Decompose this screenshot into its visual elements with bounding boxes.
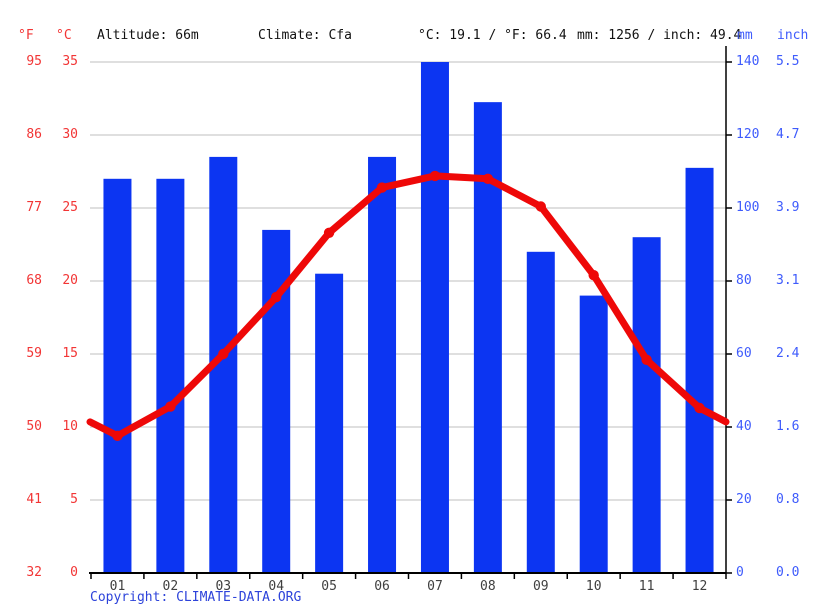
precipitation-bar: [473, 102, 502, 574]
mm-tick-label: 120: [736, 127, 760, 142]
temperature-point: [112, 430, 123, 441]
temperature-point: [641, 354, 652, 365]
mm-tick-label: 0: [736, 565, 744, 580]
month-label: 10: [585, 579, 602, 594]
fahrenheit-tick-label: 68: [26, 273, 42, 288]
mm-tick-label: 140: [736, 54, 760, 69]
mm-tick-label: 20: [736, 492, 752, 507]
mm-tick-label: 60: [736, 346, 752, 361]
fahrenheit-tick-label: 95: [26, 54, 42, 69]
month-label: 11: [638, 579, 655, 594]
celsius-tick-label: 25: [62, 200, 78, 215]
fahrenheit-unit-label: °F: [18, 28, 34, 43]
inch-tick-label: 0.0: [776, 565, 800, 580]
month-label: 06: [374, 579, 390, 594]
celsius-tick-label: 0: [70, 565, 78, 580]
temperature-point: [535, 201, 546, 212]
climate-class-label: Climate: Cfa: [258, 28, 352, 43]
month-label: 05: [321, 579, 337, 594]
temperature-point: [271, 291, 282, 303]
inch-tick-label: 3.1: [776, 273, 800, 288]
month-label: 09: [532, 579, 549, 594]
month-label: 01: [109, 579, 126, 594]
celsius-unit-label: °C: [56, 28, 72, 43]
celsius-tick-label: 35: [62, 54, 78, 69]
precipitation-bar: [315, 273, 344, 573]
month-label: 08: [480, 579, 496, 594]
temperature-point: [588, 270, 599, 281]
month-label: 02: [162, 579, 179, 594]
precipitation-bar: [420, 62, 449, 573]
mm-tick-label: 100: [736, 200, 760, 215]
temperature-line: [86, 172, 730, 440]
inch-tick-label: 2.4: [776, 346, 800, 361]
celsius-tick-label: 5: [70, 492, 78, 507]
fahrenheit-tick-label: 86: [26, 127, 42, 142]
total-precip-label: mm: 1256 / inch: 49.4: [577, 28, 742, 43]
fahrenheit-tick-label: 41: [26, 492, 42, 507]
month-label: 12: [691, 579, 708, 594]
precipitation-bar: [368, 156, 397, 573]
month-label: 03: [215, 579, 232, 594]
inch-tick-label: 3.9: [776, 200, 800, 215]
temperature-point: [218, 348, 229, 360]
celsius-tick-label: 10: [62, 419, 78, 434]
mm-tick-label: 40: [736, 419, 752, 434]
month-label: 04: [268, 579, 285, 594]
inch-tick-label: 1.6: [776, 419, 800, 434]
mean-temp-label: °C: 19.1 / °F: 66.4: [418, 28, 567, 43]
mm-tick-label: 80: [736, 273, 752, 288]
temperature-point: [482, 173, 494, 184]
celsius-tick-label: 20: [62, 273, 78, 288]
precipitation-bar: [103, 178, 132, 574]
climate-data-link[interactable]: CLIMATE-DATA.ORG: [176, 590, 302, 605]
temperature-point: [694, 402, 705, 414]
inch-tick-label: 4.7: [776, 127, 800, 142]
fahrenheit-tick-label: 77: [26, 200, 42, 215]
temperature-point: [165, 401, 176, 412]
month-label: 07: [427, 579, 443, 594]
mm-unit-label: mm: [737, 28, 753, 43]
precipitation-bar: [526, 251, 555, 574]
celsius-tick-label: 15: [62, 346, 78, 361]
inch-unit-label: inch: [777, 28, 809, 43]
fahrenheit-tick-label: 59: [26, 346, 42, 361]
altitude-label: Altitude: 66m: [97, 28, 199, 43]
inch-tick-label: 5.5: [776, 54, 800, 69]
inch-tick-label: 0.8: [776, 492, 800, 507]
copyright-label: Copyright:: [90, 590, 177, 605]
temperature-point: [323, 227, 335, 238]
temperature-point: [376, 182, 388, 193]
precipitation-bar: [156, 178, 185, 574]
copyright: Copyright: CLIMATE-DATA.ORG: [90, 590, 301, 605]
fahrenheit-tick-label: 50: [26, 419, 42, 434]
precipitation-bar: [685, 167, 714, 573]
temperature-point: [429, 170, 441, 182]
precipitation-bar: [579, 295, 608, 573]
celsius-tick-label: 30: [62, 127, 78, 142]
precipitation-bar: [632, 237, 661, 573]
fahrenheit-tick-label: 32: [26, 565, 42, 580]
